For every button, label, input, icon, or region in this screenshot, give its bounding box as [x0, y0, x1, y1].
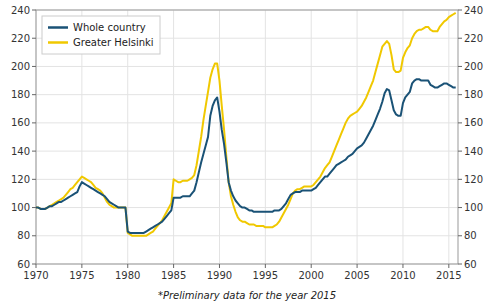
legend-label: Greater Helsinki [73, 37, 154, 48]
x-tick-label: 1970 [23, 270, 48, 281]
y2-axis: 60 80 100 120 140 160 180 200 220 240 [458, 5, 483, 270]
legend-box [42, 16, 160, 54]
y2-tick-label: 180 [464, 89, 483, 100]
footnote: *Preliminary data for the year 2015 [158, 290, 336, 301]
y2-tick-label: 60 [464, 259, 477, 270]
line-series [36, 13, 456, 236]
grid-line-y [36, 66, 458, 67]
y-tick-label: 220 [11, 33, 30, 44]
x-axis: 1970 1975 1980 1985 1990 1995 2000 2005 2010 2015 [23, 264, 461, 281]
y2-tick [458, 38, 462, 39]
grid-line-x [448, 10, 449, 264]
y2-tick [458, 151, 462, 152]
x-tick [311, 264, 312, 268]
grid-line-x [357, 10, 358, 264]
y-tick-label: 100 [11, 202, 30, 213]
y-tick [32, 122, 36, 123]
x-tick-label: 1975 [69, 270, 94, 281]
x-tick [265, 264, 266, 268]
y2-tick [458, 179, 462, 180]
y-tick [32, 151, 36, 152]
line-series [36, 79, 456, 233]
x-tick-label: 1985 [161, 270, 186, 281]
x-tick-label: 1980 [115, 270, 140, 281]
y-tick-label: 240 [11, 5, 30, 16]
x-tick [173, 264, 174, 268]
y-tick-label: 140 [11, 146, 30, 157]
y2-tick [458, 207, 462, 208]
grid-line-x [219, 10, 220, 264]
y2-tick-label: 80 [464, 230, 477, 241]
legend-swatch [48, 26, 68, 29]
x-tick-label: 1995 [253, 270, 278, 281]
y-tick [32, 94, 36, 95]
y-tick [32, 264, 36, 265]
y-tick [32, 10, 36, 11]
legend-swatch [48, 41, 68, 44]
y-tick-label: 180 [11, 89, 30, 100]
y2-tick-label: 220 [464, 33, 483, 44]
x-tick [219, 264, 220, 268]
y-tick [32, 207, 36, 208]
x-tick-label: 1990 [207, 270, 232, 281]
grid-line-y [36, 235, 458, 236]
grid-line-x [173, 10, 174, 264]
y2-tick-label: 100 [464, 202, 483, 213]
x-tick [448, 264, 449, 268]
legend-label: Whole country [73, 22, 146, 33]
y2-tick [458, 235, 462, 236]
x-tick-label: 2010 [390, 270, 415, 281]
x-tick-label: 2015 [436, 270, 461, 281]
y-tick-label: 200 [11, 61, 30, 72]
grid-line-y [36, 179, 458, 180]
grid-line-y [36, 122, 458, 123]
y2-tick-label: 160 [464, 117, 483, 128]
y-tick [32, 38, 36, 39]
grid-line-y [36, 151, 458, 152]
y-axis: 60 80 100 120 140 160 180 200 220 240 [11, 5, 36, 270]
y2-tick-label: 200 [464, 61, 483, 72]
y-tick-label: 60 [17, 259, 30, 270]
grid-line-x [311, 10, 312, 264]
plot-frame [36, 10, 458, 264]
legend: Whole country Greater Helsinki [42, 16, 160, 54]
y-tick-label: 160 [11, 117, 30, 128]
y2-tick-label: 120 [464, 174, 483, 185]
grid-line-x [402, 10, 403, 264]
y2-tick [458, 94, 462, 95]
y2-tick-label: 140 [464, 146, 483, 157]
grid-line-x [265, 10, 266, 264]
y-tick [32, 66, 36, 67]
x-tick [81, 264, 82, 268]
y-tick-label: 120 [11, 174, 30, 185]
y2-tick [458, 264, 462, 265]
lines [36, 13, 456, 236]
x-tick [357, 264, 358, 268]
y-tick-label: 80 [17, 230, 30, 241]
y2-tick [458, 122, 462, 123]
grid-line-y [36, 94, 458, 95]
chart: 1970 1975 1980 1985 1990 1995 2000 2005 2010 2015… [0, 0, 494, 304]
y2-tick-label: 240 [464, 5, 483, 16]
x-tick-label: 2005 [344, 270, 369, 281]
y-tick [32, 179, 36, 180]
x-tick-label: 2000 [298, 270, 323, 281]
y2-tick [458, 10, 462, 11]
x-tick [402, 264, 403, 268]
x-tick [127, 264, 128, 268]
y2-tick [458, 66, 462, 67]
grid [36, 10, 458, 264]
y-tick [32, 235, 36, 236]
x-tick [36, 264, 37, 268]
